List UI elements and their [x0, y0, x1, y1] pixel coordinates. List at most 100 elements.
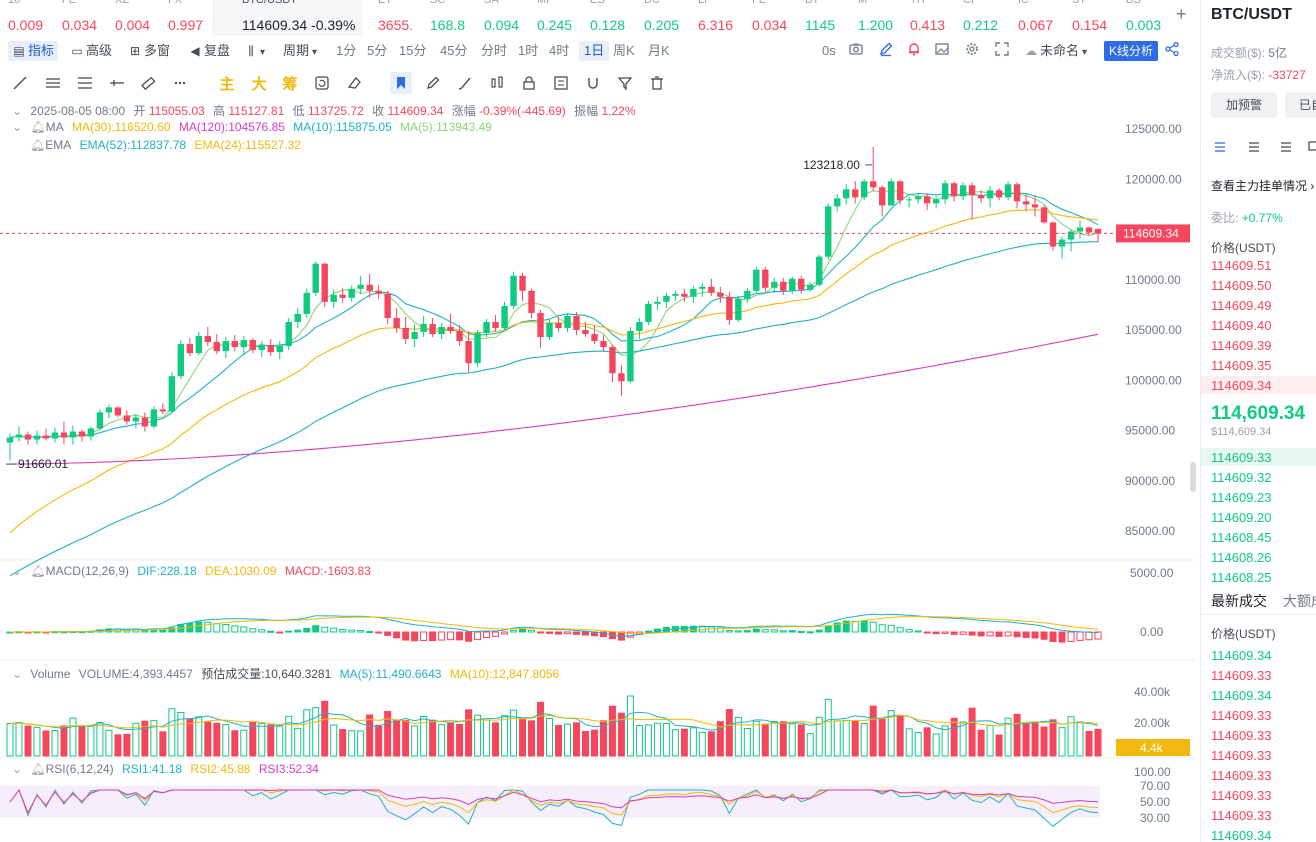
auto-button[interactable]: 已自 [1285, 92, 1316, 118]
bell-icon[interactable]: 🔔︎ [30, 120, 46, 134]
refresh-icon[interactable] [311, 72, 333, 94]
bid-price[interactable]: 114608.25 [1211, 570, 1272, 585]
ask-price[interactable]: 114609.51 [1211, 258, 1272, 273]
settings-gear-icon[interactable] [964, 41, 980, 61]
main-force-tool[interactable]: 主 [219, 75, 235, 93]
orderbook-link[interactable]: 查看主力挂单情况 › [1211, 177, 1314, 194]
bid-price[interactable]: 114608.26 [1211, 550, 1272, 565]
price-chart[interactable]: 125000.00120000.00115000.00110000.001050… [0, 0, 1196, 842]
more-icon[interactable] [169, 72, 191, 94]
trend-line-icon[interactable] [9, 72, 31, 94]
ticker-item[interactable]: TH 0.413 [910, 0, 960, 36]
share-icon[interactable] [1164, 41, 1180, 61]
ticker-item[interactable]: MI 0.245 [537, 0, 587, 36]
brush-icon[interactable] [454, 72, 476, 94]
fullscreen-icon[interactable] [994, 41, 1010, 61]
add-ticker-icon[interactable]: + [1176, 4, 1187, 24]
multi-window-button[interactable]: ⊞ 多窗 [128, 41, 170, 61]
change-value: -0.39%(-445.69) [479, 104, 566, 118]
indicator-button[interactable]: ▤ 指标 [8, 41, 59, 61]
replay-button[interactable]: ◀ 复盘 [188, 41, 230, 61]
timeframe-option[interactable]: 分时 [481, 43, 508, 58]
ticker-item[interactable]: BT 1145 [805, 0, 855, 36]
big-order-tool[interactable]: 大 [251, 75, 267, 93]
ask-price[interactable]: 114609.34 [1211, 378, 1272, 393]
chip-distribution-tool[interactable]: 筹 [282, 75, 298, 93]
chevron-collapse-icon[interactable]: ⌄ [12, 667, 23, 681]
timeframe-option[interactable]: 1时 [518, 43, 539, 58]
filter-icon[interactable] [614, 72, 636, 94]
ticker-item[interactable]: 10 0.009 [8, 0, 58, 36]
timeframe-option[interactable]: 15分 [399, 43, 427, 58]
timeframe-option[interactable]: 1日 [579, 41, 610, 61]
chevron-collapse-icon[interactable]: ⌄ [12, 564, 23, 578]
kline-analysis-button[interactable]: K线分析 [1104, 41, 1159, 61]
timeframe-option[interactable]: 周K [613, 43, 635, 58]
parallel-lines-icon[interactable] [42, 72, 64, 94]
bid-price[interactable]: 114609.32 [1211, 470, 1272, 485]
timeframe-option[interactable]: 45分 [440, 43, 468, 58]
ticker-item[interactable]: M 1.200 [858, 0, 908, 36]
layout-save-dropdown[interactable]: ☁ 未命名 ▾ [1024, 41, 1087, 61]
ticker-item[interactable]: ES 0.128 [590, 0, 640, 36]
camera-icon[interactable] [848, 41, 864, 61]
candle [96, 409, 104, 431]
bid-price[interactable]: 114609.33 [1211, 450, 1272, 465]
image-icon[interactable] [934, 41, 950, 61]
panel-resize-handle[interactable] [1190, 462, 1196, 492]
ask-price[interactable]: 114609.35 [1211, 358, 1272, 373]
ticker-item[interactable]: SC 168.8 [430, 0, 480, 36]
tab-latest-trades[interactable]: 最新成交 [1211, 593, 1267, 609]
magnet-icon[interactable] [582, 72, 604, 94]
timeframe-option[interactable]: 月K [648, 43, 670, 58]
add-alert-button[interactable]: 加预警 [1211, 92, 1277, 118]
bid-price[interactable]: 114609.20 [1211, 510, 1272, 525]
pen-icon[interactable] [878, 41, 894, 61]
ask-price[interactable]: 114609.50 [1211, 278, 1272, 293]
lock-icon[interactable] [518, 72, 540, 94]
ticker-item[interactable]: XZ 0.004 [115, 0, 165, 36]
ticker-item[interactable]: FX 0.997 [168, 0, 218, 36]
ticker-item[interactable]: IC 0.067 [1018, 0, 1068, 36]
pencil-icon[interactable] [422, 72, 444, 94]
chevron-collapse-icon[interactable]: ⌄ [12, 120, 23, 134]
chart-type-button[interactable]: ⫼ ▾ [244, 41, 265, 61]
timeframe-option[interactable]: 1分 [336, 43, 357, 58]
bookmark-icon[interactable] [390, 72, 412, 94]
bell-icon[interactable]: 🔔︎ [30, 564, 46, 578]
candle-pattern-icon[interactable] [486, 72, 508, 94]
timeframe-option[interactable]: 4时 [549, 43, 570, 58]
bell-icon[interactable]: 🔔︎ [30, 762, 46, 776]
chevron-collapse-icon[interactable]: ⌄ [12, 762, 23, 776]
ticker-item[interactable]: BS 0.003 [1126, 0, 1176, 36]
ticker-item[interactable]: DC 0.205 [644, 0, 694, 36]
ask-highlight [1201, 376, 1316, 394]
period-dropdown[interactable]: 周期 ▾ [283, 41, 317, 61]
ruler-icon[interactable] [137, 72, 159, 94]
ticker-item[interactable]: SA 0.094 [484, 0, 534, 36]
ticker-item[interactable]: ET 3655. [378, 0, 428, 36]
ask-price[interactable]: 114609.39 [1211, 338, 1272, 353]
ticker-item[interactable]: LF 6.316 [698, 0, 748, 36]
bell-icon[interactable]: 🔔︎ [30, 138, 46, 152]
chevron-collapse-icon[interactable]: ⌄ [12, 104, 23, 118]
ask-price[interactable]: 114609.49 [1211, 298, 1272, 313]
fib-lines-icon[interactable] [74, 72, 96, 94]
ticker-item[interactable]: CI 0.212 [963, 0, 1013, 36]
bid-price[interactable]: 114608.45 [1211, 530, 1272, 545]
ticker-item[interactable]: ST 0.154 [1072, 0, 1122, 36]
timeframe-option[interactable]: 5分 [367, 43, 388, 58]
bid-price[interactable]: 114609.23 [1211, 490, 1272, 505]
advanced-button[interactable]: ▭ 高级 [70, 41, 112, 61]
ticker-item[interactable]: FE 0.034 [752, 0, 802, 36]
horizontal-ray-icon[interactable] [106, 72, 128, 94]
tab-big-trades[interactable]: 大额成 [1283, 593, 1316, 609]
ask-price[interactable]: 114609.40 [1211, 318, 1272, 333]
trash-icon[interactable] [646, 72, 668, 94]
eraser-icon[interactable] [343, 72, 365, 94]
ticker-item[interactable]: FE 0.034 [62, 0, 112, 36]
orderbook-layout-icons[interactable] [1213, 140, 1316, 156]
note-icon[interactable] [550, 72, 572, 94]
ticker-item[interactable]: BTC/USDT 114609.34 -0.39% [212, 0, 362, 36]
alert-bell-icon[interactable] [906, 41, 922, 61]
